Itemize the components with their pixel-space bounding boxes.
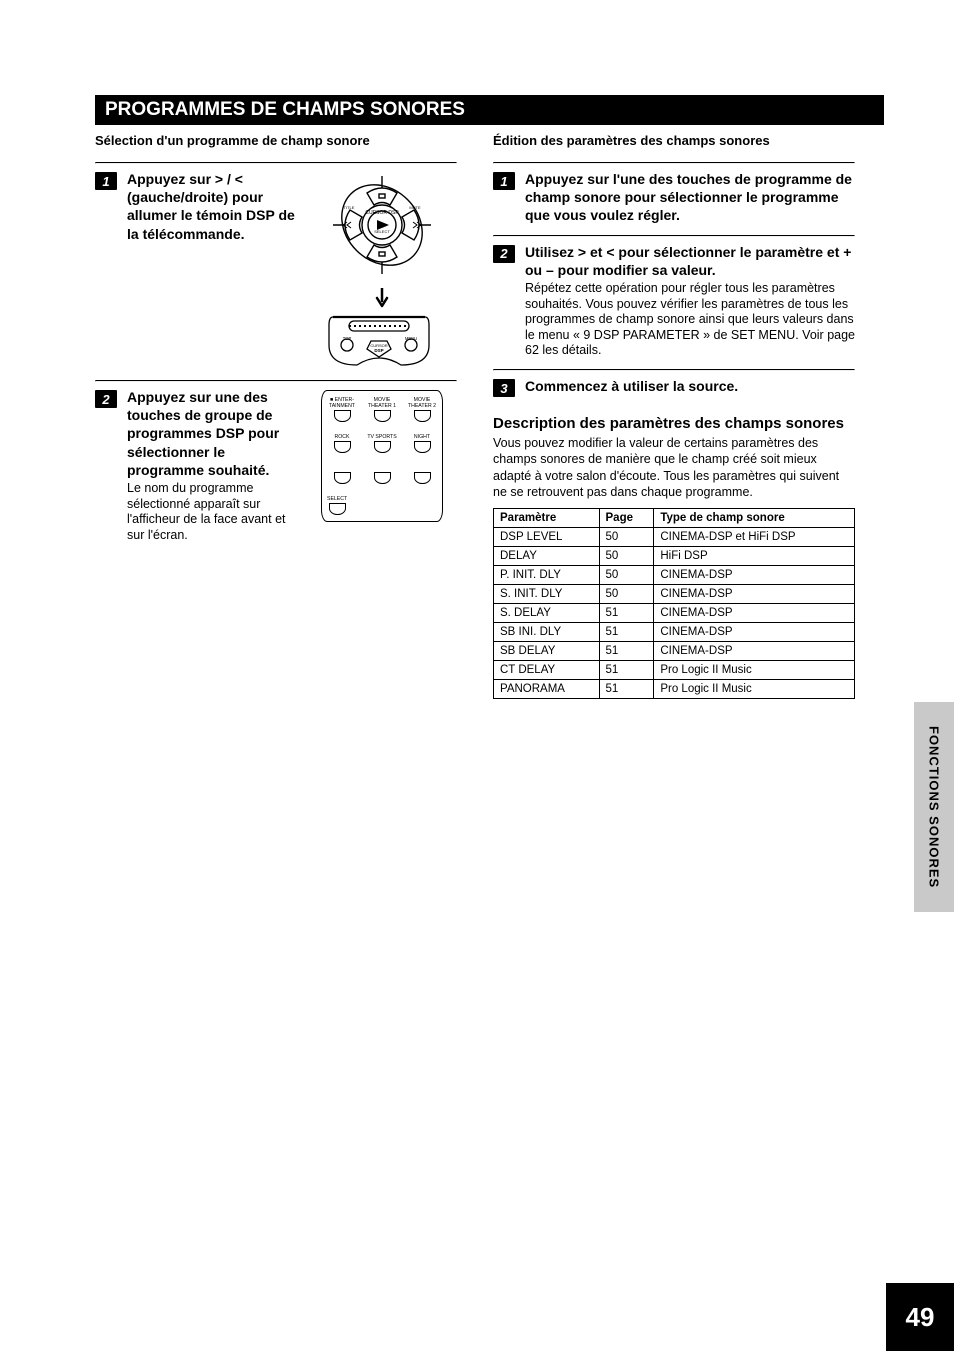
step-1-text: Appuyez sur > / < (gauche/droite) pour a…: [127, 170, 297, 243]
left-column: Sélection d'un programme de champ sonore…: [95, 133, 457, 699]
jog-bar-icon: TOP MENU CURSOR DSP: [327, 311, 431, 367]
table-row: CT DELAY51Pro Logic II Music: [494, 661, 855, 680]
step-badge-2: 2: [95, 390, 117, 408]
table-cell: CT DELAY: [494, 661, 600, 680]
svg-text:MUTE: MUTE: [409, 205, 421, 210]
table-cell: 51: [599, 623, 654, 642]
right-column: Édition des paramètres des champs sonore…: [493, 133, 855, 699]
table-cell: SB DELAY: [494, 642, 600, 661]
divider: [493, 369, 855, 371]
page-number: 49: [886, 1283, 954, 1351]
remote-dpad-illustration: CURSOR DSP SELECT TITLE MUTE: [327, 170, 437, 372]
step-badge-r3: 3: [493, 379, 515, 397]
step-badge-1: 1: [95, 172, 117, 190]
divider: [95, 380, 457, 382]
step-badge-r1: 1: [493, 172, 515, 190]
right-subtitle: Édition des paramètres des champs sonore…: [493, 133, 855, 148]
svg-text:TITLE: TITLE: [344, 205, 355, 210]
table-row: S. DELAY51CINEMA-DSP: [494, 604, 855, 623]
table-cell: Pro Logic II Music: [654, 661, 855, 680]
table-cell: SB INI. DLY: [494, 623, 600, 642]
table-cell: Pro Logic II Music: [654, 680, 855, 699]
table-cell: S. DELAY: [494, 604, 600, 623]
params-description-body: Vous pouvez modifier la valeur de certai…: [493, 435, 855, 500]
table-cell: 50: [599, 528, 654, 547]
table-cell: DELAY: [494, 547, 600, 566]
table-cell: 51: [599, 680, 654, 699]
table-cell: CINEMA-DSP: [654, 623, 855, 642]
dsp-buttons-illustration: ■ ENTER- TAINMENT MOVIE THEATER 1 MOVIE …: [321, 388, 443, 522]
table-row: P. INIT. DLY50CINEMA-DSP: [494, 566, 855, 585]
table-cell: CINEMA-DSP: [654, 566, 855, 585]
table-row: SB INI. DLY51CINEMA-DSP: [494, 623, 855, 642]
table-cell: 50: [599, 547, 654, 566]
table-cell: DSP LEVEL: [494, 528, 600, 547]
table-row: DELAY50HiFi DSP: [494, 547, 855, 566]
table-cell: 51: [599, 642, 654, 661]
step-badge-r2: 2: [493, 245, 515, 263]
table-row: SB DELAY51CINEMA-DSP: [494, 642, 855, 661]
table-cell: PANORAMA: [494, 680, 600, 699]
table-header: Paramètre: [494, 509, 600, 528]
table-cell: 50: [599, 585, 654, 604]
table-row: PANORAMA51Pro Logic II Music: [494, 680, 855, 699]
dpad-icon: CURSOR DSP SELECT TITLE MUTE: [327, 170, 437, 280]
svg-text:MENU: MENU: [405, 336, 417, 341]
svg-text:TOP: TOP: [343, 336, 352, 341]
arrow-down-icon: [375, 288, 389, 308]
divider: [95, 162, 457, 164]
table-cell: S. INIT. DLY: [494, 585, 600, 604]
table-cell: CINEMA-DSP: [654, 604, 855, 623]
section-title-bar: PROGRAMMES DE CHAMPS SONORES: [95, 95, 884, 125]
side-tab: FONCTIONS SONORES: [914, 702, 954, 912]
left-subtitle: Sélection d'un programme de champ sonore: [95, 133, 457, 148]
table-cell: P. INIT. DLY: [494, 566, 600, 585]
params-table: Paramètre Page Type de champ sonore DSP …: [493, 508, 855, 699]
table-cell: CINEMA-DSP: [654, 585, 855, 604]
section-title: PROGRAMMES DE CHAMPS SONORES: [105, 99, 465, 121]
table-cell: CINEMA-DSP et HiFi DSP: [654, 528, 855, 547]
svg-text:SELECT: SELECT: [374, 229, 390, 234]
table-cell: 51: [599, 661, 654, 680]
table-cell: 51: [599, 604, 654, 623]
table-row: DSP LEVEL50CINEMA-DSP et HiFi DSP: [494, 528, 855, 547]
divider: [493, 162, 855, 164]
svg-text:DSP: DSP: [374, 348, 383, 353]
table-cell: CINEMA-DSP: [654, 642, 855, 661]
svg-text:CURSOR DSP: CURSOR DSP: [365, 210, 399, 216]
step-2-text: Appuyez sur une des touches de groupe de…: [127, 388, 297, 543]
table-header: Type de champ sonore: [654, 509, 855, 528]
step-r3-text: Commencez à utiliser la source.: [525, 377, 855, 397]
table-cell: 50: [599, 566, 654, 585]
params-description-heading: Description des paramètres des champs so…: [493, 415, 855, 432]
table-row: S. INIT. DLY50CINEMA-DSP: [494, 585, 855, 604]
step-r1-text: Appuyez sur l'une des touches de program…: [525, 170, 855, 225]
table-header: Page: [599, 509, 654, 528]
divider: [493, 235, 855, 237]
step-r2-text: Utilisez > et < pour sélectionner le par…: [525, 243, 855, 360]
table-cell: HiFi DSP: [654, 547, 855, 566]
